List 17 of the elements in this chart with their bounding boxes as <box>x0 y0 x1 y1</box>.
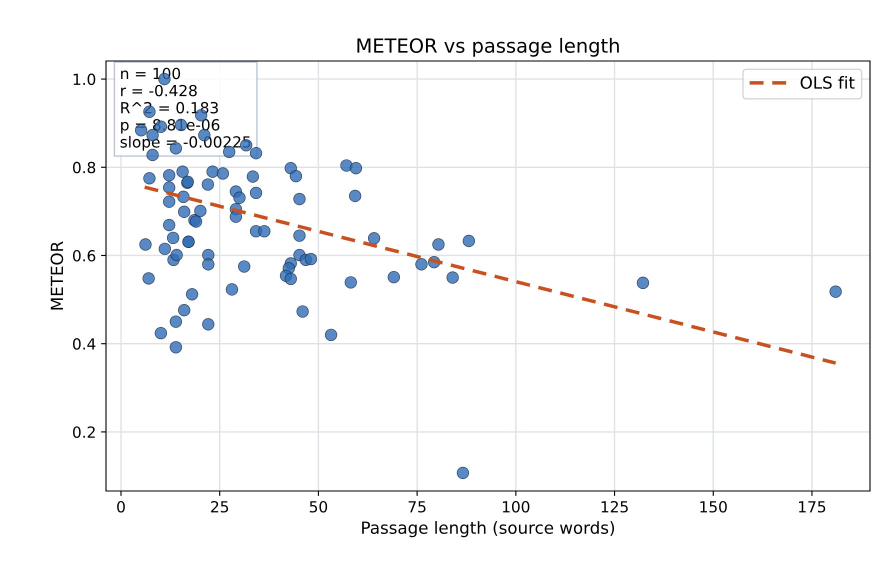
x-tick-label: 100 <box>502 500 530 513</box>
y-tick-label: 0.4 <box>72 338 96 350</box>
y-tick-label: 1.0 <box>74 74 96 86</box>
x-axis-title: Passage length (source words) <box>362 521 614 538</box>
x-tick-label: 25 <box>211 500 228 513</box>
x-tick-label: 150 <box>700 500 727 513</box>
x-tick-label: 125 <box>602 500 628 513</box>
y-axis-title: METEOR <box>50 241 64 310</box>
chart-title: METEOR vs passage length <box>357 38 619 57</box>
y-tick-label: 0.6 <box>72 250 96 262</box>
x-tick-label: 50 <box>310 500 328 513</box>
legend-label: OLS fit <box>800 76 855 89</box>
x-tick-label: 75 <box>408 501 426 513</box>
x-tick-label: 0 <box>117 500 125 513</box>
y-tick-label: 0.2 <box>72 426 95 438</box>
x-tick-label: 175 <box>799 501 826 513</box>
y-tick-label: 0.8 <box>72 162 96 174</box>
